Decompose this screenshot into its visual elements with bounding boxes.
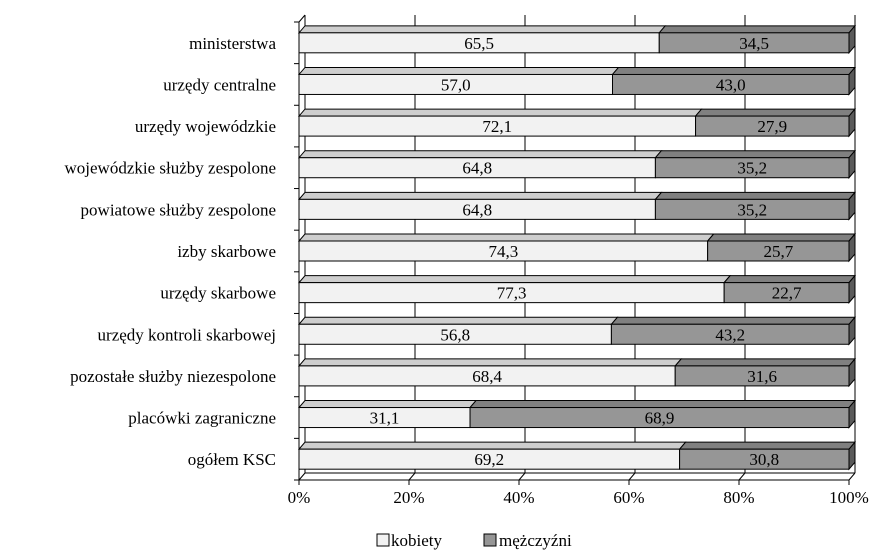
bar-top-face bbox=[297, 66, 620, 75]
data-label: 74,3 bbox=[488, 242, 518, 261]
bar-side-face bbox=[848, 440, 856, 471]
bar-top-face bbox=[297, 316, 619, 325]
category-label: ogółem KSC bbox=[188, 450, 276, 469]
floor-tick-40 bbox=[518, 472, 526, 481]
bar-top-face bbox=[723, 275, 857, 284]
bar-top-face bbox=[297, 358, 683, 367]
x-tick-label: 60% bbox=[613, 488, 644, 507]
bars-layer bbox=[297, 24, 857, 471]
data-label: 31,6 bbox=[747, 367, 777, 386]
data-label: 25,7 bbox=[763, 242, 793, 261]
data-label: 64,8 bbox=[462, 200, 492, 219]
x-tick-label: 0% bbox=[288, 488, 311, 507]
x-tick-label: 20% bbox=[393, 488, 424, 507]
data-label: 22,7 bbox=[772, 284, 802, 303]
bar-top-face bbox=[694, 108, 857, 117]
bar-top-face bbox=[610, 316, 857, 325]
bar-side-face bbox=[848, 274, 856, 304]
bar-side-face bbox=[848, 232, 856, 263]
bar-side-face bbox=[848, 191, 856, 221]
bar-side-face bbox=[848, 149, 856, 180]
data-label: 57,0 bbox=[441, 75, 471, 94]
bar-side-face bbox=[848, 315, 856, 346]
data-label: 30,8 bbox=[749, 450, 779, 469]
category-label: pozostałe służby niezespolone bbox=[70, 367, 276, 386]
category-label: powiatowe służby zespolone bbox=[81, 200, 276, 219]
data-label: 65,5 bbox=[464, 34, 494, 53]
bar-top-face bbox=[297, 108, 703, 117]
data-label: 64,8 bbox=[462, 159, 492, 178]
bar-side-face bbox=[848, 107, 856, 138]
category-label: izby skarbowe bbox=[177, 242, 276, 261]
floor-tick-80 bbox=[738, 472, 746, 481]
x-tick-label: 100% bbox=[829, 488, 869, 507]
bar-top-face bbox=[654, 150, 857, 159]
floor-tick-20 bbox=[408, 472, 416, 481]
bar-side-face bbox=[848, 357, 856, 388]
bar-top-face bbox=[297, 441, 687, 450]
bar-top-face bbox=[297, 25, 667, 34]
bar-top-face bbox=[654, 191, 857, 200]
category-label: urzędy centralne bbox=[163, 75, 276, 94]
legend-swatch-mezczyzni bbox=[483, 533, 497, 547]
data-label: 68,4 bbox=[472, 367, 502, 386]
category-label: urzędy kontroli skarbowej bbox=[98, 325, 276, 344]
bar-top-face bbox=[658, 25, 857, 34]
bar-top-face bbox=[297, 233, 715, 242]
bar-top-face bbox=[706, 233, 857, 242]
bar-side-face bbox=[848, 24, 856, 55]
bar-top-face bbox=[468, 400, 857, 409]
data-label: 77,3 bbox=[497, 284, 527, 303]
data-label: 35,2 bbox=[737, 159, 767, 178]
legend-label-mezczyzni: mężczyźni bbox=[499, 531, 572, 550]
floor-tick-60 bbox=[628, 472, 636, 481]
data-label: 27,9 bbox=[757, 117, 787, 136]
bar-top-face bbox=[678, 441, 857, 450]
data-label: 35,2 bbox=[737, 200, 767, 219]
data-label: 43,0 bbox=[716, 75, 746, 94]
floor-tick-0 bbox=[298, 472, 306, 481]
bar-top-face bbox=[297, 191, 663, 200]
data-label: 72,1 bbox=[482, 117, 512, 136]
legend-swatch-kobiety bbox=[376, 533, 390, 547]
x-tick-label: 80% bbox=[723, 488, 754, 507]
bar-top-face bbox=[611, 66, 857, 75]
data-label: 43,2 bbox=[715, 325, 745, 344]
bar-top-face bbox=[297, 150, 663, 159]
bar-side-face bbox=[848, 66, 856, 96]
x-tick-label: 40% bbox=[503, 488, 534, 507]
labels-layer: 0% 20% 40% 60% 80% 100% ministerstwa 65,5 34,5 ur… bbox=[65, 34, 869, 507]
category-label: urzędy wojewódzkie bbox=[135, 117, 276, 136]
legend-label-kobiety: kobiety bbox=[391, 531, 442, 550]
category-label: placówki zagraniczne bbox=[128, 409, 276, 428]
category-label: urzędy skarbowe bbox=[160, 284, 276, 303]
data-label: 31,1 bbox=[370, 409, 400, 428]
category-label: wojewódzkie służby zespolone bbox=[65, 159, 277, 178]
data-label: 34,5 bbox=[739, 34, 769, 53]
floor-tick-100 bbox=[848, 472, 856, 481]
category-label: ministerstwa bbox=[189, 34, 276, 53]
bar-top-face bbox=[297, 275, 732, 284]
legend: kobiety mężczyźni bbox=[376, 531, 572, 550]
data-label: 68,9 bbox=[645, 409, 675, 428]
bar-side-face bbox=[848, 399, 856, 429]
bar-top-face bbox=[674, 358, 857, 367]
data-label: 69,2 bbox=[474, 450, 504, 469]
data-label: 56,8 bbox=[440, 325, 470, 344]
bar-top-face bbox=[297, 400, 478, 409]
wall-top-edge bbox=[298, 14, 306, 23]
